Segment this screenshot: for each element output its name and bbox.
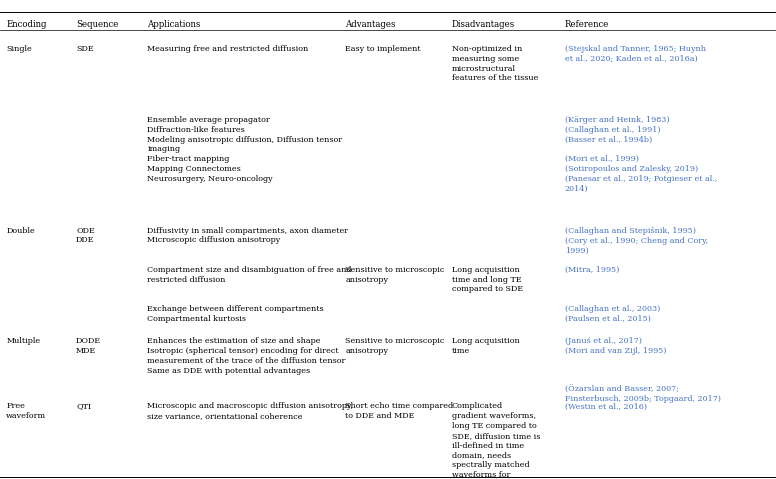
Text: Long acquisition
time: Long acquisition time: [452, 337, 519, 355]
Text: Complicated
gradient waveforms,
long TE compared to
SDE, diffusion time is
ill-d: Complicated gradient waveforms, long TE …: [452, 402, 540, 479]
Text: Non-optimized in
measuring some
microstructural
features of the tissue: Non-optimized in measuring some microstr…: [452, 45, 538, 82]
Text: Measuring free and restricted diffusion: Measuring free and restricted diffusion: [147, 45, 309, 53]
Text: QTI: QTI: [76, 402, 91, 411]
Text: Enhances the estimation of size and shape
Isotropic (spherical tensor) encoding : Enhances the estimation of size and shap…: [147, 337, 346, 375]
Text: Compartment size and disambiguation of free and
restricted diffusion: Compartment size and disambiguation of f…: [147, 266, 352, 284]
Text: Easy to implement: Easy to implement: [345, 45, 421, 53]
Text: Disadvantages: Disadvantages: [452, 20, 515, 29]
Text: SDE: SDE: [76, 45, 94, 53]
Text: (Callaghan and Stepišnik, 1995)
(Cory et al., 1990; Cheng and Cory,
1999): (Callaghan and Stepišnik, 1995) (Cory et…: [565, 227, 708, 254]
Text: Advantages: Advantages: [345, 20, 396, 29]
Text: Exchange between different compartments
Compartmental kurtosis: Exchange between different compartments …: [147, 305, 324, 323]
Text: (Mitra, 1995): (Mitra, 1995): [565, 266, 619, 274]
Text: DODE
MDE: DODE MDE: [76, 337, 101, 355]
Text: Double: Double: [6, 227, 35, 235]
Text: (Özarslan and Basser, 2007;
Finsterbusch, 2009b; Topgaard, 2017): (Özarslan and Basser, 2007; Finsterbusch…: [565, 385, 721, 403]
Text: Ensemble average propagator
Diffraction-like features
Modeling anisotropic diffu: Ensemble average propagator Diffraction-…: [147, 116, 342, 182]
Text: (Callaghan et al., 2003)
(Paulsen et al., 2015): (Callaghan et al., 2003) (Paulsen et al.…: [565, 305, 660, 323]
Text: Reference: Reference: [565, 20, 609, 29]
Text: Free
waveform: Free waveform: [6, 402, 47, 420]
Text: Multiple: Multiple: [6, 337, 40, 345]
Text: Long acquisition
time and long TE
compared to SDE: Long acquisition time and long TE compar…: [452, 266, 523, 294]
Text: Applications: Applications: [147, 20, 201, 29]
Text: Sensitive to microscopic
anisotropy: Sensitive to microscopic anisotropy: [345, 337, 445, 355]
Text: Single: Single: [6, 45, 32, 53]
Text: (Stejskal and Tanner, 1965; Huynh
et al., 2020; Kaden et al., 2016a): (Stejskal and Tanner, 1965; Huynh et al.…: [565, 45, 706, 63]
Text: Sensitive to microscopic
anisotropy: Sensitive to microscopic anisotropy: [345, 266, 445, 284]
Text: Diffusivity in small compartments, axon diameter
Microscopic diffusion anisotrop: Diffusivity in small compartments, axon …: [147, 227, 348, 244]
Text: ODE
DDE: ODE DDE: [76, 227, 95, 244]
Text: Sequence: Sequence: [76, 20, 119, 29]
Text: (Westin et al., 2016): (Westin et al., 2016): [565, 402, 647, 411]
Text: Microscopic and macroscopic diffusion anisotropy,
size variance, orientational c: Microscopic and macroscopic diffusion an…: [147, 402, 353, 420]
Text: (Kärger and Heink, 1983)
(Callaghan et al., 1991)
(Basser et al., 1994b)

(Mori : (Kärger and Heink, 1983) (Callaghan et a…: [565, 116, 717, 193]
Text: Encoding: Encoding: [6, 20, 47, 29]
Text: Short echo time compared
to DDE and MDE: Short echo time compared to DDE and MDE: [345, 402, 453, 420]
Text: (Januś et al., 2017)
(Mori and van Zijl, 1995): (Januś et al., 2017) (Mori and van Zijl,…: [565, 337, 667, 355]
